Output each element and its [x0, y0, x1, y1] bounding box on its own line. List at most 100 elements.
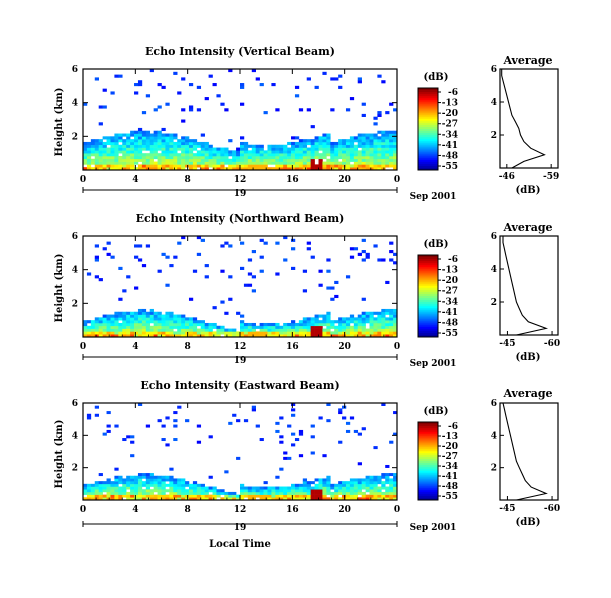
heatmap-cell: [365, 486, 370, 490]
heatmap-cell: [393, 164, 398, 168]
heatmap-cell: [134, 244, 139, 248]
heatmap-cell: [141, 473, 147, 477]
heatmap-cell: [385, 308, 390, 313]
colorbar-segment: [418, 478, 438, 481]
heatmap-cell: [188, 297, 194, 301]
heatmap-cell: [334, 144, 339, 148]
heatmap-cell: [298, 489, 304, 493]
heatmap-cell: [294, 158, 300, 162]
heatmap-cell: [157, 158, 162, 162]
heatmap-cell: [83, 150, 88, 154]
heatmap-cell: [181, 481, 186, 485]
heatmap-cell: [322, 478, 327, 482]
heatmap-cell: [216, 489, 221, 493]
y-tick-label: 2: [72, 132, 78, 142]
heatmap-cell: [110, 150, 115, 154]
heatmap-cell: [173, 158, 178, 162]
heatmap-cell: [322, 164, 327, 168]
colorbar: -6-13-20-27-34-41-48-55: [417, 87, 458, 172]
heatmap-cell: [126, 435, 131, 439]
heatmap-cell: [385, 133, 390, 137]
heatmap-cell: [334, 334, 339, 338]
heatmap-cell: [141, 497, 147, 501]
y-axis-label: Height (km): [54, 254, 65, 323]
heatmap-cell: [302, 497, 308, 501]
heatmap-cell: [161, 155, 166, 160]
heatmap-cell: [361, 150, 366, 154]
heatmap-cell: [161, 320, 166, 324]
heatmap-cell: [94, 334, 99, 338]
colorbar-segment: [418, 466, 438, 470]
heatmap-cell: [357, 150, 362, 154]
heatmap-cell: [243, 158, 249, 162]
heatmap-cell: [161, 147, 166, 151]
heatmap-cell: [126, 139, 131, 143]
heatmap-cell: [181, 491, 186, 495]
heatmap-cell: [188, 167, 194, 171]
heatmap-cell: [302, 481, 308, 485]
heatmap-cell: [236, 331, 241, 335]
heatmap-cell: [208, 475, 213, 479]
heatmap-cell: [141, 141, 147, 146]
day-label: 19: [234, 356, 247, 366]
heatmap-cell: [318, 497, 323, 501]
heatmap-cell: [137, 491, 143, 495]
heatmap-cell: [130, 147, 135, 151]
heatmap-cell: [173, 144, 178, 148]
heatmap-cell: [216, 331, 221, 335]
heatmap-cell: [145, 139, 151, 143]
heatmap-cell: [228, 328, 233, 332]
heatmap-cell: [251, 489, 256, 493]
heatmap-cell: [389, 102, 394, 106]
heatmap-cell: [200, 494, 205, 498]
heatmap-cell: [369, 147, 374, 151]
date-label: Sep 2001: [410, 359, 457, 369]
heatmap-cell: [345, 421, 351, 425]
heatmap-cell: [373, 334, 378, 338]
heatmap-cell: [345, 167, 351, 171]
heatmap-cell: [338, 167, 343, 171]
heatmap-cell: [330, 155, 335, 160]
heatmap-cell: [153, 331, 158, 335]
heatmap-cell: [130, 158, 135, 162]
heatmap-cell: [334, 494, 339, 498]
heatmap-cell: [275, 164, 280, 168]
heatmap-cell: [279, 467, 284, 471]
heatmap-cell: [353, 429, 359, 433]
heatmap-cell: [393, 153, 398, 157]
heatmap-cell: [389, 153, 394, 157]
heatmap-cell: [318, 481, 323, 485]
heatmap-cell: [228, 491, 233, 495]
heatmap-cell: [177, 317, 182, 321]
heatmap-cell: [188, 141, 194, 146]
colorbar-segment: [418, 165, 438, 169]
heatmap-cell: [188, 139, 194, 143]
heatmap-cell: [200, 322, 205, 327]
heatmap-cell: [267, 150, 272, 154]
heatmap-cell: [145, 141, 151, 146]
heatmap-cell: [102, 153, 107, 157]
heatmap-cell: [220, 489, 225, 493]
heatmap-cell: [369, 478, 374, 482]
colorbar-tick-label: -41: [442, 141, 458, 151]
heatmap-cell: [306, 322, 311, 327]
heatmap-cell: [141, 111, 147, 115]
heatmap-cell: [322, 314, 327, 318]
heatmap-cell: [161, 141, 166, 146]
heatmap-cell: [365, 141, 370, 146]
heatmap-cell: [353, 144, 359, 148]
heatmap-cell: [338, 331, 343, 335]
x-tick-label: 16: [286, 505, 299, 515]
heatmap-cell: [377, 481, 382, 485]
colorbar-segment: [418, 437, 438, 440]
heatmap-cell: [236, 164, 241, 168]
heatmap-cell: [318, 153, 323, 157]
heatmap-cell: [134, 311, 139, 315]
heatmap-cell: [153, 161, 158, 165]
heatmap-cell: [114, 331, 119, 335]
heatmap-cell: [90, 167, 96, 171]
heatmap-cell: [389, 320, 394, 324]
heatmap-cell: [86, 325, 92, 329]
heatmap-cell: [298, 432, 304, 436]
heatmap-cell: [130, 311, 135, 315]
